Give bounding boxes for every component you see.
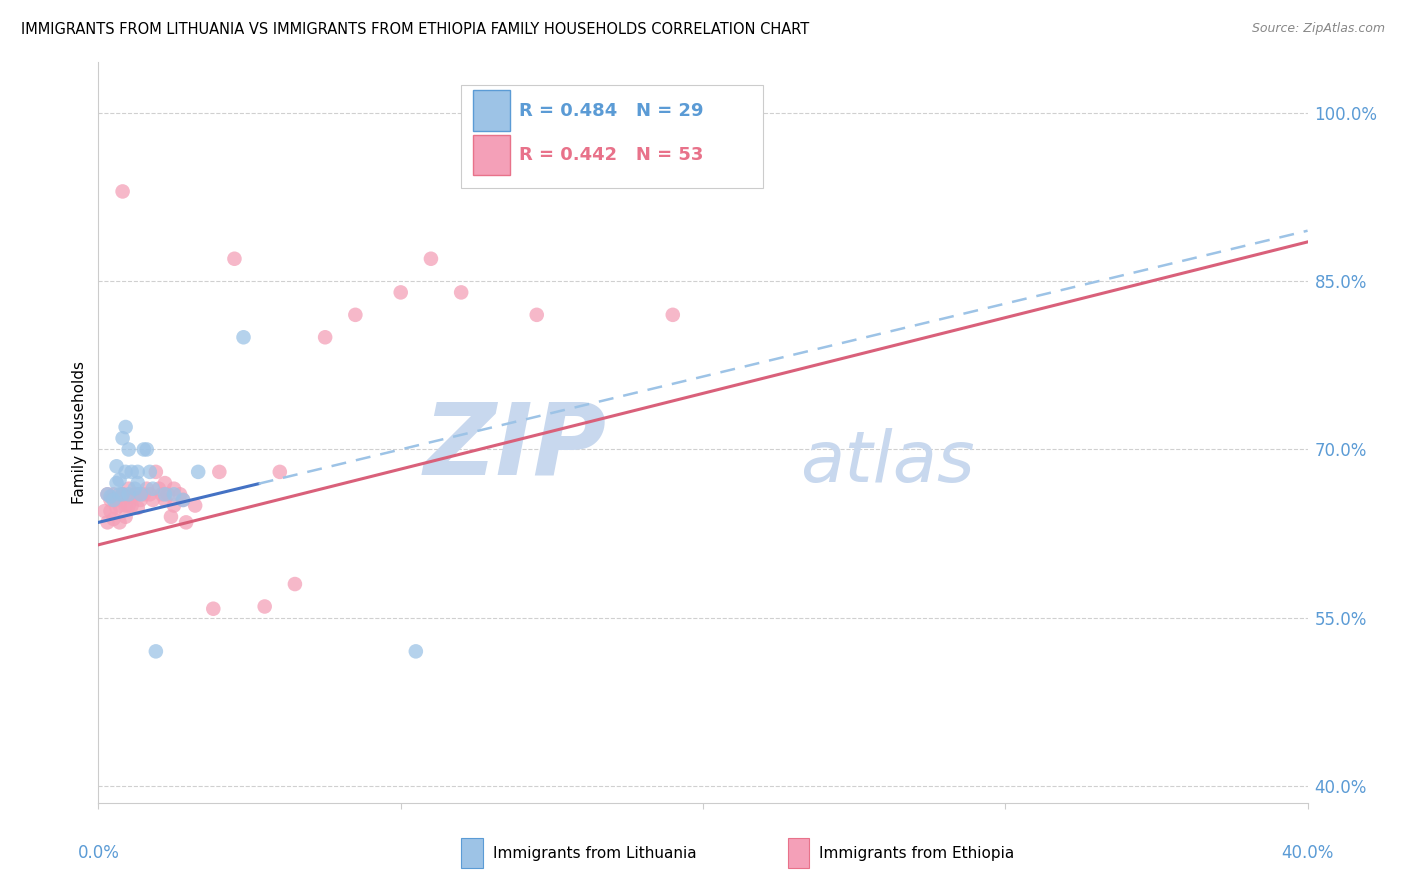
Text: ZIP: ZIP	[423, 399, 606, 496]
Point	[314, 330, 336, 344]
Point	[405, 644, 427, 658]
Point	[174, 516, 197, 530]
Point	[160, 509, 183, 524]
Point	[118, 499, 141, 513]
Text: Immigrants from Lithuania: Immigrants from Lithuania	[492, 846, 696, 861]
Point	[105, 459, 128, 474]
Point	[118, 487, 141, 501]
Point	[145, 644, 167, 658]
Point	[169, 487, 191, 501]
Point	[142, 492, 165, 507]
FancyBboxPatch shape	[474, 135, 509, 176]
Point	[108, 516, 131, 530]
Point	[172, 492, 194, 507]
Point	[269, 465, 291, 479]
Point	[105, 492, 128, 507]
Point	[111, 487, 134, 501]
Point	[111, 487, 134, 501]
Point	[172, 492, 194, 507]
Point	[127, 487, 149, 501]
Point	[163, 499, 186, 513]
Text: R = 0.484   N = 29: R = 0.484 N = 29	[519, 102, 704, 120]
Point	[163, 487, 186, 501]
Point	[153, 492, 176, 507]
Point	[124, 482, 146, 496]
Point	[129, 487, 152, 501]
Text: 40.0%: 40.0%	[1281, 844, 1334, 862]
Point	[253, 599, 276, 614]
Point	[450, 285, 472, 300]
Text: Source: ZipAtlas.com: Source: ZipAtlas.com	[1251, 22, 1385, 36]
Point	[103, 492, 125, 507]
Point	[121, 499, 143, 513]
Point	[96, 487, 118, 501]
Point	[129, 492, 152, 507]
Point	[93, 504, 115, 518]
Point	[184, 499, 207, 513]
Point	[96, 516, 118, 530]
Point	[105, 476, 128, 491]
Point	[114, 420, 136, 434]
FancyBboxPatch shape	[787, 838, 810, 868]
Point	[344, 308, 367, 322]
Point	[127, 465, 149, 479]
Point	[389, 285, 412, 300]
Point	[118, 482, 141, 496]
Text: 0.0%: 0.0%	[77, 844, 120, 862]
Point	[148, 482, 170, 496]
Point	[105, 500, 128, 515]
Point	[145, 465, 167, 479]
Text: R = 0.442   N = 53: R = 0.442 N = 53	[519, 146, 703, 164]
FancyBboxPatch shape	[474, 90, 509, 131]
Point	[111, 431, 134, 445]
Point	[135, 442, 157, 457]
Point	[150, 487, 173, 501]
Point	[100, 492, 122, 507]
Point	[142, 482, 165, 496]
Point	[103, 512, 125, 526]
Point	[111, 487, 134, 501]
Point	[114, 465, 136, 479]
Point	[108, 487, 131, 501]
Point	[224, 252, 246, 266]
Point	[127, 500, 149, 515]
Point	[163, 482, 186, 496]
Point	[284, 577, 307, 591]
Point	[121, 465, 143, 479]
Text: IMMIGRANTS FROM LITHUANIA VS IMMIGRANTS FROM ETHIOPIA FAMILY HOUSEHOLDS CORRELAT: IMMIGRANTS FROM LITHUANIA VS IMMIGRANTS …	[21, 22, 810, 37]
Point	[127, 476, 149, 491]
Point	[526, 308, 548, 322]
Point	[114, 499, 136, 513]
Point	[111, 185, 134, 199]
FancyBboxPatch shape	[461, 85, 763, 188]
Point	[661, 308, 683, 322]
Point	[124, 487, 146, 501]
Point	[100, 504, 122, 518]
Point	[108, 473, 131, 487]
Point	[135, 482, 157, 496]
Point	[121, 490, 143, 504]
Point	[100, 490, 122, 504]
Point	[118, 442, 141, 457]
Point	[114, 509, 136, 524]
Y-axis label: Family Households: Family Households	[72, 361, 87, 504]
Point	[187, 465, 209, 479]
Point	[420, 252, 443, 266]
Point	[96, 487, 118, 501]
Text: atlas: atlas	[800, 428, 974, 497]
Point	[103, 487, 125, 501]
FancyBboxPatch shape	[461, 838, 482, 868]
Point	[132, 487, 155, 501]
Point	[232, 330, 254, 344]
Point	[108, 499, 131, 513]
Point	[156, 487, 179, 501]
Text: Immigrants from Ethiopia: Immigrants from Ethiopia	[820, 846, 1014, 861]
Point	[153, 476, 176, 491]
Point	[153, 487, 176, 501]
Point	[139, 465, 162, 479]
Point	[202, 601, 225, 615]
Point	[132, 442, 155, 457]
Point	[208, 465, 231, 479]
Point	[139, 487, 162, 501]
